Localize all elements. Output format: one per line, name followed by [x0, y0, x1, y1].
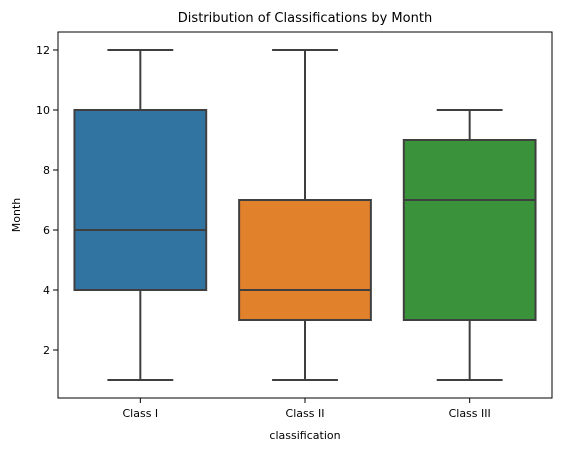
- box-group: [402, 109, 537, 381]
- interquartile-box: [238, 199, 372, 321]
- y-axis-label: Month: [10, 198, 23, 233]
- y-tick-label: 4: [43, 284, 50, 297]
- x-tick-label: Class III: [449, 407, 491, 420]
- box-group: [73, 49, 208, 381]
- y-tick-label: 12: [36, 44, 50, 57]
- x-tick-label: Class I: [122, 407, 158, 420]
- interquartile-box: [73, 109, 208, 291]
- box-group: [238, 49, 372, 381]
- boxes-layer: [73, 49, 537, 381]
- y-tick-label: 8: [43, 164, 50, 177]
- x-tick-label: Class II: [286, 407, 325, 420]
- y-axis-ticks: 2 4 6 8 10 12: [36, 44, 58, 357]
- y-tick-label: 2: [43, 344, 50, 357]
- chart-title: Distribution of Classifications by Month: [178, 11, 432, 26]
- x-axis-label: classification: [269, 429, 340, 442]
- y-tick-label: 10: [36, 104, 50, 117]
- interquartile-box: [402, 139, 537, 321]
- x-axis-ticks: Class I Class II Class III: [122, 398, 491, 420]
- y-tick-label: 6: [43, 224, 50, 237]
